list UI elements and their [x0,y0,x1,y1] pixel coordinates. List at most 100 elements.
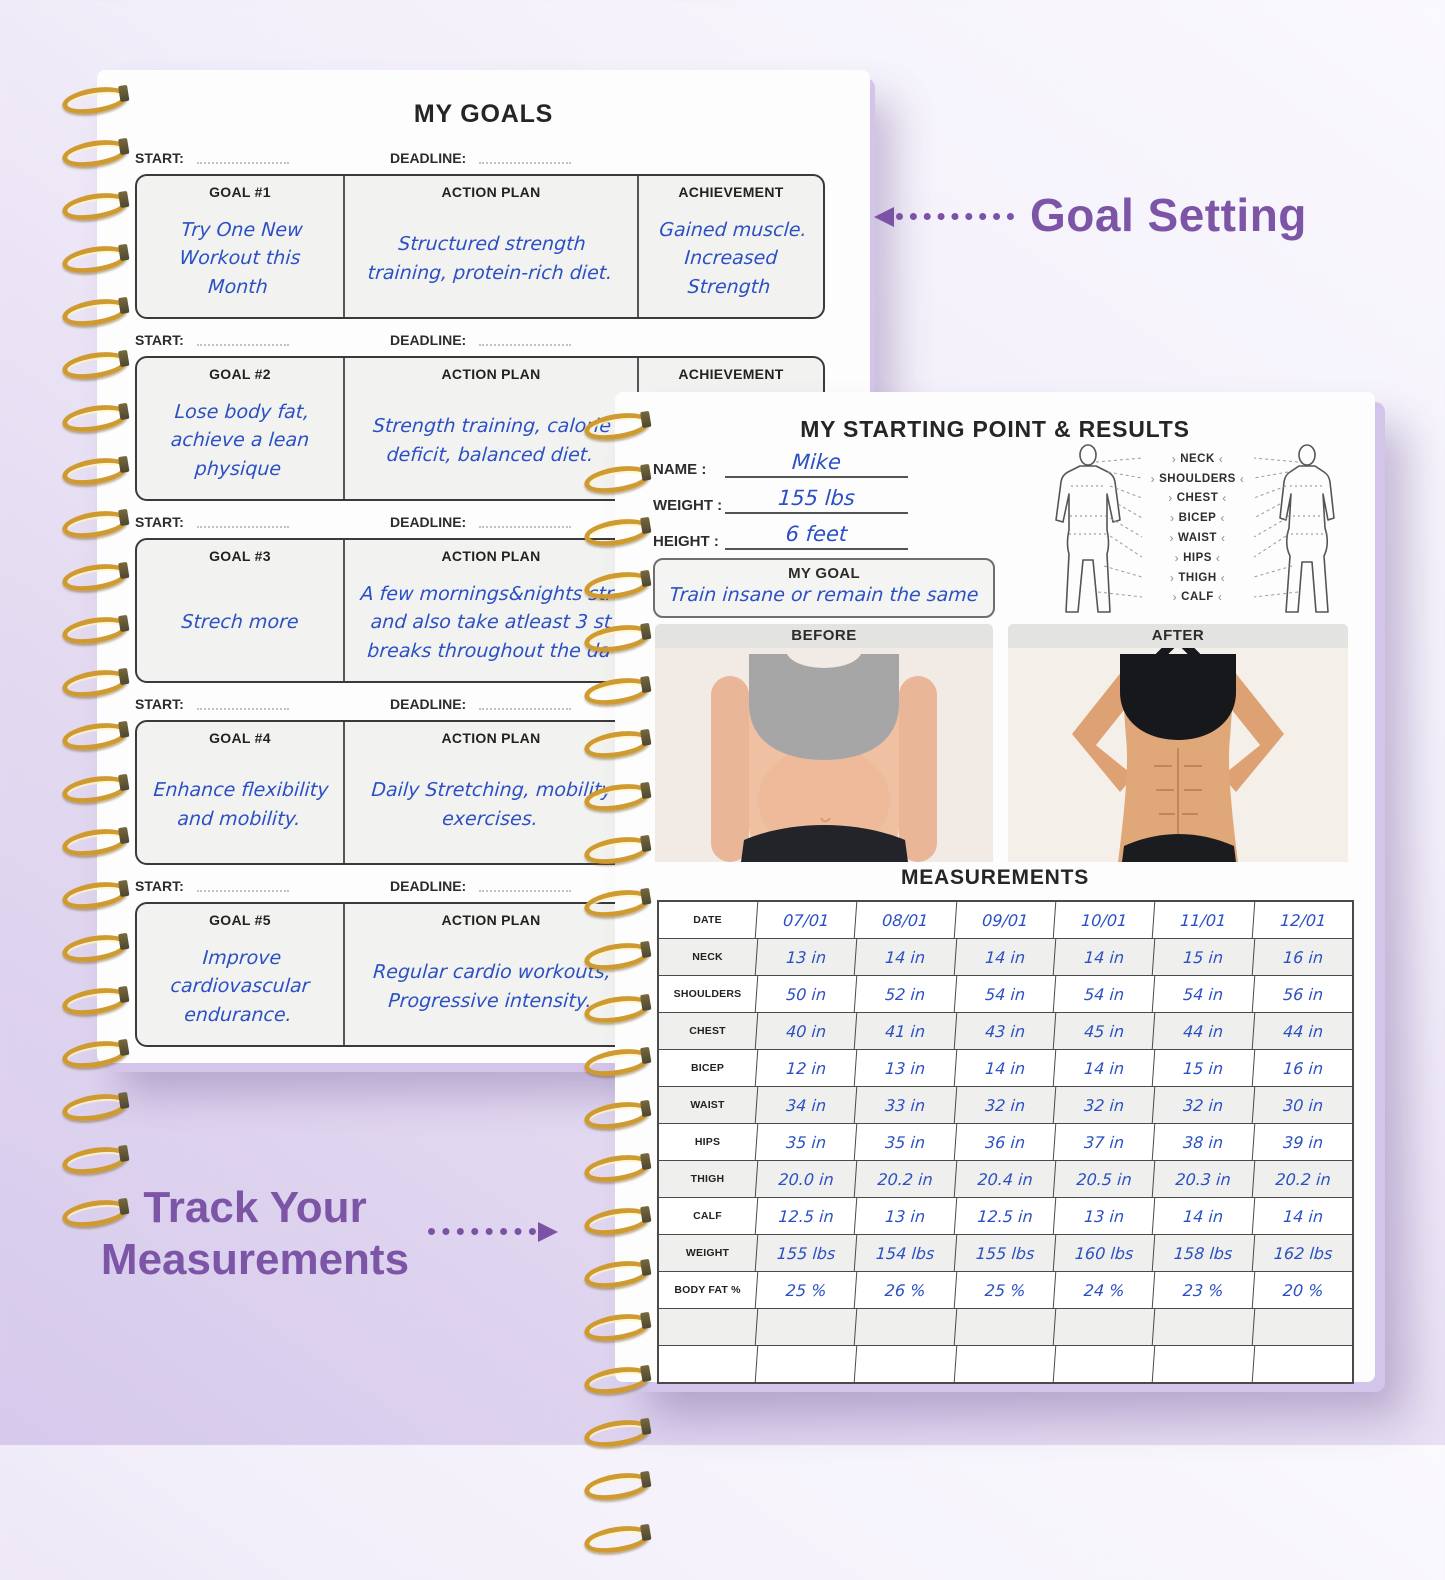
after-label-bar: AFTER [1008,624,1348,648]
spiral-loop [582,1415,652,1452]
body-part-label: › CHEST ‹ [1168,491,1227,506]
weight-label: WEIGHT : [653,497,723,514]
action-plan-header: ACTION PLAN [441,548,541,564]
spiral-loop [60,135,130,172]
measurement-row-label: BICEP [690,1062,725,1074]
weight-value: 155 lbs [777,486,856,510]
spiral-loop [60,930,130,967]
track-callout-line1: Track Your [143,1183,367,1232]
measurement-value-cell: 32 in [953,1087,1056,1123]
measurement-row-label: WAIST [690,1099,725,1111]
measurement-value-cell: 14 in [1251,1198,1354,1234]
measurement-value-cell: 15 in [1152,1050,1254,1086]
measurement-value-cell: 12.5 in [754,1198,857,1234]
spiral-loop [60,188,130,225]
measurement-value-cell: 24 % [1052,1272,1155,1308]
weight-field: WEIGHT : 155 lbs [653,484,908,518]
measurement-value-cell: 35 in [854,1124,956,1160]
my-goal-label: MY GOAL [788,565,860,582]
measurement-value-cell: 20.0 in [754,1161,857,1197]
deadline-dotted-line [479,708,571,710]
measurement-row: THIGH 20.0 in 20.2 in 20.4 in 20.5 in 20.3 in… [659,1160,1354,1197]
after-photo [1008,648,1348,862]
measurement-value-cell [854,1309,956,1345]
arrow-right-icon: › [1174,550,1180,565]
measurement-value-cell: 154 lbs [854,1235,956,1271]
goals-page-title: MY GOALS [413,100,554,128]
body-part-labels: › NECK ‹ › SHOULDERS ‹ › CHEST ‹ › BICEP ‹ › WAIST ‹ › H… [1135,449,1260,607]
body-part-label: › SHOULDERS ‹ [1150,471,1245,486]
start-label: START: [135,332,184,348]
measurement-value-cell: 54 in [1052,976,1155,1012]
measurement-value-cell: 26 % [854,1272,956,1308]
spiral-loop [60,506,130,543]
measurement-value-cell: 33 in [854,1087,956,1123]
measurement-value-cell: 13 in [754,939,857,975]
measurement-row [659,1345,1354,1382]
spiral-loop [582,1044,652,1081]
spiral-loop [60,983,130,1020]
measurement-value-cell [953,1346,1056,1382]
measurement-value-cell: 162 lbs [1251,1235,1354,1271]
goal-number-header: GOAL #2 [209,366,271,382]
deadline-label: DEADLINE: [390,332,467,348]
measurements-table: DATE 07/01 08/01 09/01 10/01 11/01 12/01 NECK 13… [657,900,1354,1384]
measurement-value-cell: 20.2 in [854,1161,956,1197]
goal-handwritten-text: Lose body fat, achieve a lean physique [170,400,311,480]
body-part-label: › WAIST ‹ [1169,531,1226,546]
arrow-right-icon: › [1169,570,1175,585]
action-plan-handwritten-text: Structured strength training, protein-ri… [366,233,614,284]
arrow-left-icon: ‹ [1239,471,1245,486]
spiral-loop [582,1521,652,1558]
measurement-value-cell: 41 in [854,1013,956,1049]
measurement-value-cell: 43 in [953,1013,1056,1049]
spiral-loop [582,938,652,975]
body-silhouettes-graphic [1055,444,1335,613]
start-label: START: [135,514,184,530]
body-part-label: › NECK ‹ [1171,451,1224,466]
starting-point-title: MY STARTING POINT & RESULTS [800,416,1190,442]
measurement-value-cell [1052,1346,1155,1382]
arrow-right-icon: › [1170,511,1175,526]
measurement-value-cell: 09/01 [953,902,1056,938]
spiral-loop [582,408,652,445]
goal-handwritten-text: Strech more [180,611,300,634]
measurement-value-cell: 11/01 [1152,902,1254,938]
arrow-right-icon: › [1150,471,1156,486]
measurement-value-cell: 08/01 [854,902,956,938]
spiral-loop [60,1142,130,1179]
measurement-value-cell: 23 % [1152,1272,1254,1308]
goal-handwritten-text: Enhance flexibility and mobility. [152,779,330,830]
before-photo [655,648,993,862]
body-part-label: › BICEP ‹ [1170,511,1225,526]
spiral-loop [60,82,130,119]
height-underline [725,548,908,550]
measurement-value-cell [754,1309,857,1345]
measurement-value-cell: 44 in [1251,1013,1354,1049]
measurement-value-cell: 155 lbs [754,1235,857,1271]
measurement-value-cell: 39 in [1251,1124,1354,1160]
measurement-row-label: CALF [693,1210,722,1222]
spiral-loop [582,1097,652,1134]
measurement-value-cell: 30 in [1251,1087,1354,1123]
arrow-left-icon: ‹ [1222,491,1227,506]
measurement-value-cell: 07/01 [754,902,857,938]
goal-handwritten-text: Improve cardiovascular endurance. [169,946,311,1026]
spiral-loop [582,1203,652,1240]
action-plan-header: ACTION PLAN [441,366,541,382]
my-goal-handwritten-text: Train insane or remain the same [668,584,980,606]
measurement-row: CHEST 40 in 41 in 43 in 45 in 44 in 44 in [659,1012,1354,1049]
measurement-value-cell: 16 in [1251,1050,1354,1086]
measurement-value-cell: 25 % [754,1272,857,1308]
goal-handwritten-text: Try One New Workout this Month [178,218,304,298]
measurement-value-cell: 20.4 in [953,1161,1056,1197]
spiral-loop [582,1468,652,1505]
spiral-loop [582,673,652,710]
measurement-value-cell: 160 lbs [1052,1235,1155,1271]
spiral-loop [60,612,130,649]
measurement-value-cell: 50 in [754,976,857,1012]
spiral-loop [582,620,652,657]
measurement-value-cell: 14 in [953,939,1056,975]
deadline-label: DEADLINE: [390,514,467,530]
name-value: Mike [791,450,842,474]
